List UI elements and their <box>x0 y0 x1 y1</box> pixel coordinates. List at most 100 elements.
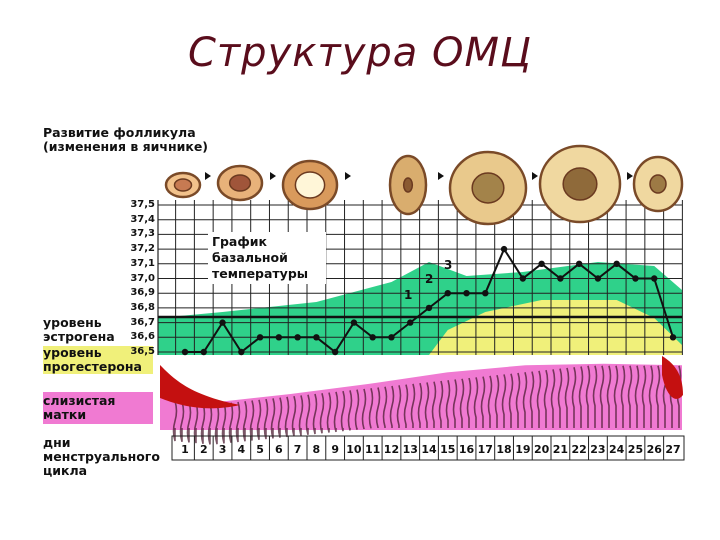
mucosa-stripe <box>347 390 353 431</box>
mucosa-stripe <box>305 394 311 435</box>
day-label: 19 <box>515 443 531 456</box>
progress-arrow-icon <box>438 172 444 180</box>
follicle-heading: Развитие фолликула (изменения в яичнике) <box>43 125 209 154</box>
mucosa-stripe <box>634 365 640 428</box>
day-label: 23 <box>590 443 606 456</box>
mucosa-stripe <box>193 402 199 444</box>
mucosa-stripe <box>207 404 213 445</box>
mucosa-stripe <box>389 385 395 428</box>
temperature-point <box>219 319 226 326</box>
day-label: 1 <box>181 443 189 456</box>
mucosa-stripe <box>641 365 647 428</box>
mucosa-stripe <box>221 403 227 444</box>
mucosa-stripe <box>382 386 388 428</box>
mucosa-stripe <box>557 368 563 428</box>
mucosa-stripe <box>263 398 269 440</box>
mucosa-stripe <box>473 377 479 428</box>
mucosa-stripe <box>361 388 367 430</box>
temperature-point <box>200 348 207 356</box>
temperature-point <box>594 275 602 282</box>
mucosa-stripe <box>522 372 528 428</box>
temperature-point <box>294 334 301 341</box>
temperature-point <box>557 275 564 282</box>
mucosa-stripe <box>396 385 402 428</box>
mucosa-stripe <box>242 401 248 442</box>
mucosa-stripe <box>480 376 486 428</box>
temp-tick-label: 36,6 <box>130 331 155 343</box>
day-label: 18 <box>496 443 512 456</box>
temperature-point <box>669 334 677 341</box>
temperature-point <box>425 304 433 312</box>
progress-arrow-icon <box>205 172 211 180</box>
progress-arrow-icon <box>345 172 351 180</box>
temperature-point <box>519 275 527 282</box>
temperature-point <box>369 334 376 341</box>
mucosa-stripe <box>578 366 584 428</box>
mucosa-stripe <box>417 382 423 428</box>
mucosa-stripe <box>424 382 430 428</box>
mucosa-stripe <box>627 365 633 428</box>
progesterone-label: уровень прогестерона <box>43 346 153 374</box>
temperature-point <box>500 245 508 253</box>
mucosa-stripe <box>403 384 409 428</box>
mucosa-stripe <box>564 367 570 428</box>
day-label: 3 <box>218 443 227 456</box>
mucosa-stripe <box>536 370 542 428</box>
progress-arrow-icon <box>270 172 276 180</box>
menstruation-end <box>662 356 683 399</box>
temp-tick-label: 37,5 <box>130 199 155 210</box>
estrogen-label: уровень эстрогена <box>43 315 115 344</box>
mucosa-stripe <box>277 397 283 438</box>
mucosa-stripe <box>431 381 437 428</box>
day-label: 20 <box>533 443 550 456</box>
day-label: 10 <box>346 443 362 456</box>
day-label: 12 <box>383 443 400 456</box>
temp-tick-label: 37,4 <box>130 213 155 225</box>
mucosa-stripe <box>284 396 290 438</box>
day-label: 8 <box>312 443 321 456</box>
day-label: 27 <box>665 443 681 456</box>
temp-tick-label: 37,0 <box>130 272 155 284</box>
temperature-point <box>181 348 189 356</box>
ovulation-icon-core <box>402 177 414 193</box>
mucosa-stripe <box>179 401 185 442</box>
mucosa-stripe <box>599 365 605 428</box>
mucosa-stripe <box>214 403 220 445</box>
follicle-stage-2-icon-core <box>228 174 252 192</box>
temp-tick-label: 36,9 <box>130 287 155 299</box>
temperature-point <box>613 260 620 267</box>
temperature-point <box>632 275 639 282</box>
day-label: 26 <box>646 443 662 456</box>
temperature-point <box>331 348 339 356</box>
marker-2: 2 <box>425 272 434 286</box>
mucosa-stripe <box>326 392 332 433</box>
mucosa-stripe <box>200 403 206 444</box>
mucosa-stripe <box>501 374 507 428</box>
day-label: 21 <box>552 443 569 456</box>
mucosa-stripe <box>585 365 591 428</box>
day-label: 11 <box>365 443 381 456</box>
mucosa-stripe <box>375 387 381 428</box>
temperature-point <box>463 290 470 297</box>
temperature-point <box>407 319 414 326</box>
mucosa-stripe <box>410 383 416 428</box>
temperature-point <box>538 260 545 267</box>
day-label: 5 <box>256 443 264 456</box>
mucosa-stripe <box>515 372 521 428</box>
day-row-box <box>171 435 685 461</box>
mucosa-stripe <box>508 373 514 428</box>
temperature-point <box>350 319 358 326</box>
slide-title: Структура ОМЦ <box>187 30 533 76</box>
mucosa-stripe <box>592 365 598 428</box>
cycle-days-label: дни менструального цикла <box>43 435 160 478</box>
progesterone-band <box>429 300 682 355</box>
mucosa-stripe <box>312 393 318 435</box>
day-label: 14 <box>421 443 437 456</box>
mucosa-stripe <box>228 402 234 443</box>
temperature-point <box>256 334 264 341</box>
mucosa-stripe <box>543 369 549 428</box>
mucosa-stripe <box>445 380 451 428</box>
temp-tick-label: 37,3 <box>130 228 155 240</box>
mucosa-stripe <box>655 365 661 428</box>
